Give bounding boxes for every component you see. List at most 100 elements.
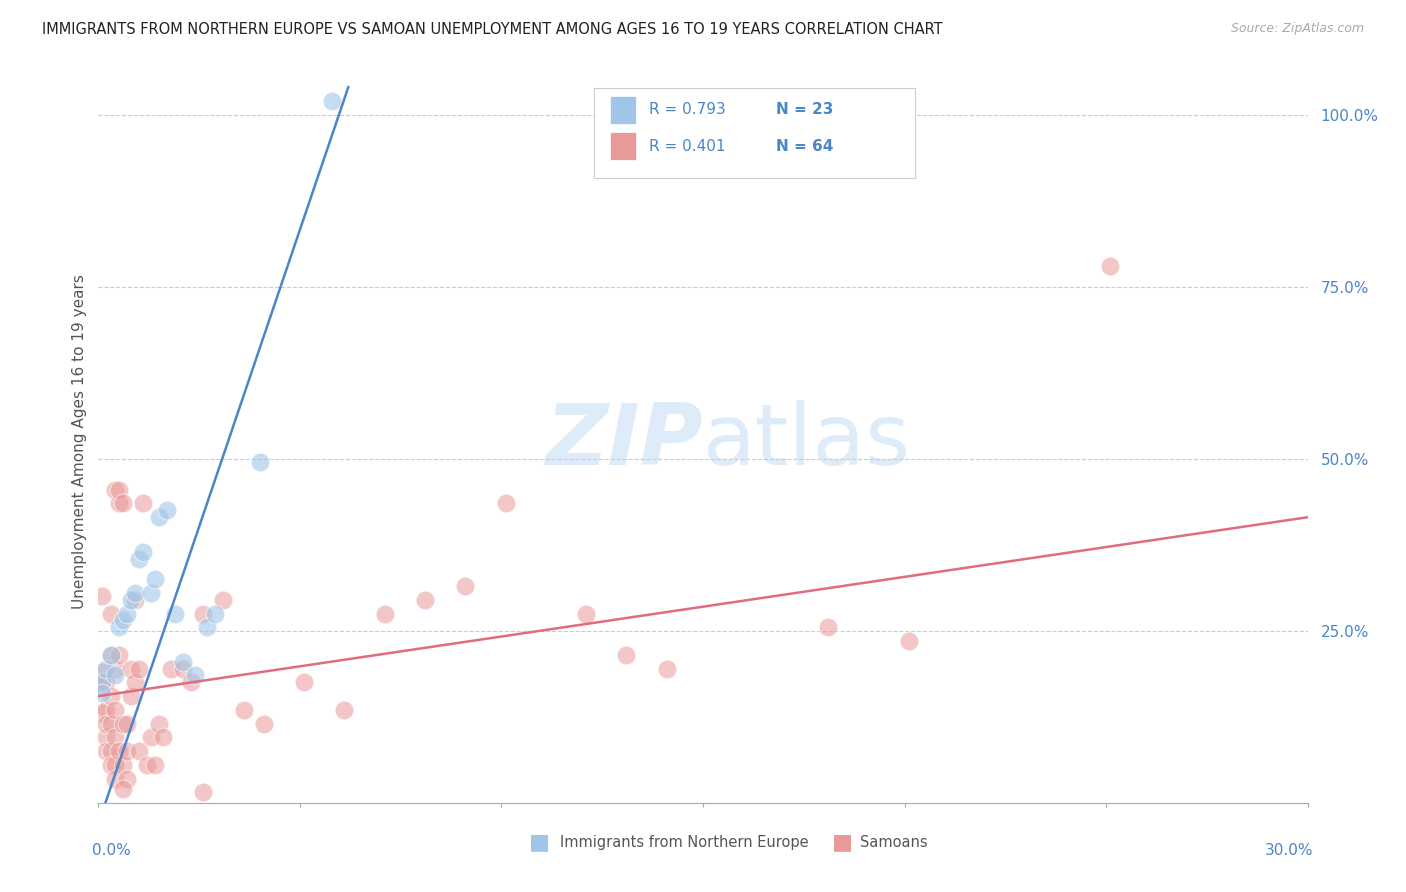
- Point: [100, 716, 122, 731]
- Text: R = 0.793: R = 0.793: [648, 103, 725, 118]
- Point: [100, 689, 122, 703]
- Point: [163, 607, 186, 621]
- Point: [253, 716, 276, 731]
- Point: [100, 648, 122, 662]
- Point: [172, 655, 194, 669]
- Point: [124, 592, 146, 607]
- Text: N = 64: N = 64: [776, 138, 832, 153]
- Text: 30.0%: 30.0%: [1265, 843, 1313, 857]
- Point: [96, 662, 118, 676]
- Point: [115, 716, 138, 731]
- Text: 0.0%: 0.0%: [93, 843, 131, 857]
- Point: [454, 579, 477, 593]
- Point: [132, 544, 155, 558]
- Point: [103, 662, 125, 676]
- Point: [120, 689, 142, 703]
- Point: [897, 634, 920, 648]
- Bar: [610, 132, 637, 160]
- Point: [616, 648, 638, 662]
- Point: [103, 758, 125, 772]
- Bar: [610, 96, 637, 124]
- Point: [100, 744, 122, 758]
- Point: [1099, 259, 1122, 273]
- Point: [107, 744, 129, 758]
- Point: [193, 607, 215, 621]
- Point: [111, 614, 134, 628]
- Point: [374, 607, 396, 621]
- Point: [91, 590, 114, 604]
- Point: [292, 675, 315, 690]
- Text: atlas: atlas: [703, 400, 911, 483]
- Point: [96, 675, 118, 690]
- Text: R = 0.401: R = 0.401: [648, 138, 725, 153]
- Point: [204, 607, 226, 621]
- Text: Immigrants from Northern Europe: Immigrants from Northern Europe: [561, 835, 808, 850]
- Point: [103, 703, 125, 717]
- Point: [100, 648, 122, 662]
- Text: Samoans: Samoans: [860, 835, 928, 850]
- Point: [124, 586, 146, 600]
- Point: [333, 703, 356, 717]
- Point: [172, 662, 194, 676]
- Point: [103, 483, 125, 497]
- Point: [91, 686, 114, 700]
- Point: [212, 592, 235, 607]
- Text: N = 23: N = 23: [776, 103, 832, 118]
- Point: [655, 662, 678, 676]
- Point: [91, 675, 114, 690]
- Point: [232, 703, 254, 717]
- Y-axis label: Unemployment Among Ages 16 to 19 years: Unemployment Among Ages 16 to 19 years: [72, 274, 87, 609]
- Point: [180, 675, 202, 690]
- FancyBboxPatch shape: [595, 87, 915, 178]
- Point: [111, 758, 134, 772]
- Point: [148, 510, 170, 524]
- Point: [120, 662, 142, 676]
- Text: ■: ■: [831, 832, 852, 853]
- Point: [148, 716, 170, 731]
- Point: [184, 668, 207, 682]
- Point: [413, 592, 436, 607]
- Point: [817, 620, 839, 634]
- Point: [115, 744, 138, 758]
- Point: [107, 620, 129, 634]
- Point: [193, 785, 215, 799]
- Text: Source: ZipAtlas.com: Source: ZipAtlas.com: [1230, 22, 1364, 36]
- Point: [128, 551, 150, 566]
- Point: [107, 496, 129, 510]
- Point: [143, 758, 166, 772]
- Point: [96, 716, 118, 731]
- Point: [91, 665, 114, 679]
- Text: ZIP: ZIP: [546, 400, 703, 483]
- Text: IMMIGRANTS FROM NORTHERN EUROPE VS SAMOAN UNEMPLOYMENT AMONG AGES 16 TO 19 YEARS: IMMIGRANTS FROM NORTHERN EUROPE VS SAMOA…: [42, 22, 943, 37]
- Point: [91, 706, 114, 721]
- Point: [139, 731, 162, 745]
- Point: [124, 675, 146, 690]
- Point: [139, 586, 162, 600]
- Point: [100, 758, 122, 772]
- Point: [120, 592, 142, 607]
- Point: [495, 496, 517, 510]
- Point: [103, 731, 125, 745]
- Point: [156, 503, 179, 517]
- Point: [111, 496, 134, 510]
- Text: ■: ■: [529, 832, 550, 853]
- Point: [575, 607, 598, 621]
- Point: [115, 607, 138, 621]
- Point: [100, 607, 122, 621]
- Point: [128, 662, 150, 676]
- Point: [111, 782, 134, 797]
- Point: [249, 455, 271, 469]
- Point: [111, 716, 134, 731]
- Point: [96, 744, 118, 758]
- Point: [107, 648, 129, 662]
- Point: [115, 772, 138, 786]
- Point: [321, 94, 343, 108]
- Point: [96, 731, 118, 745]
- Point: [195, 620, 218, 634]
- Point: [103, 772, 125, 786]
- Point: [107, 483, 129, 497]
- Point: [152, 731, 174, 745]
- Point: [96, 703, 118, 717]
- Point: [91, 679, 114, 693]
- Point: [135, 758, 157, 772]
